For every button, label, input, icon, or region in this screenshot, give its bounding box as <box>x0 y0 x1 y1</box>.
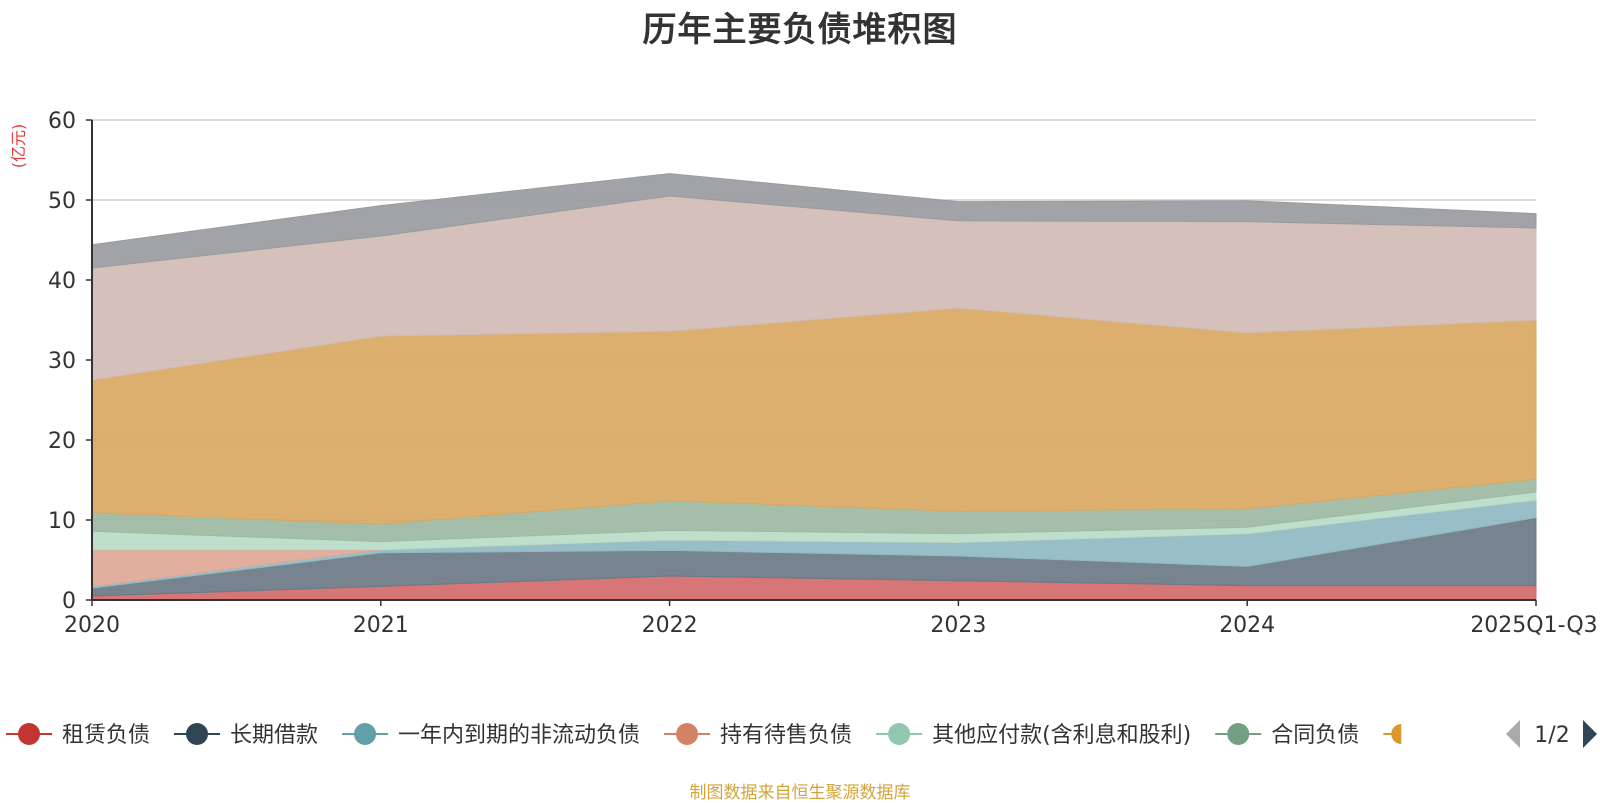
y-tick-label: 40 <box>48 269 76 294</box>
legend-label: 持有待售负债 <box>720 723 852 748</box>
legend-marker <box>888 723 911 745</box>
data-source-note: 制图数据来自恒生聚源数据库 <box>689 783 911 803</box>
area-series <box>91 173 1537 601</box>
legend-next-page-icon[interactable] <box>1583 720 1597 748</box>
y-tick-label: 60 <box>48 109 76 134</box>
y-tick-label: 50 <box>48 189 76 214</box>
x-tick-label: 2023 <box>930 613 986 638</box>
x-tick-label: 2020 <box>64 613 120 638</box>
legend-marker <box>18 723 40 745</box>
chart-title: 历年主要负债堆积图 <box>642 10 958 50</box>
x-tick-label: 2022 <box>642 613 698 638</box>
legend-label: 合同负债 <box>1271 723 1359 748</box>
legend-label: 一年内到期的非流动负债 <box>398 723 640 748</box>
legend-marker <box>186 723 209 745</box>
legend-item[interactable]: 长期借款 <box>174 723 318 748</box>
legend-item[interactable]: 租赁负债 <box>6 723 150 748</box>
x-tick-label: 2025Q1-Q3 <box>1470 613 1597 638</box>
y-tick-label: 0 <box>62 589 76 614</box>
legend-prev-page-icon[interactable] <box>1506 720 1520 748</box>
y-tick-label: 30 <box>48 349 76 374</box>
legend-marker <box>1391 724 1402 744</box>
x-tick-label: 2021 <box>353 613 409 638</box>
legend-item[interactable]: 其他应付款(含利息和股利) <box>876 723 1191 748</box>
legend-item-partial[interactable] <box>1383 724 1402 744</box>
x-tick-label: 2024 <box>1219 613 1275 638</box>
legend-item[interactable]: 持有待售负债 <box>664 723 852 748</box>
legend-label: 其他应付款(含利息和股利) <box>932 723 1191 748</box>
legend: 租赁负债 长期借款 一年内到期的非流动负债 持有待售负债 其他应付款(含利息和股利) 合同… <box>6 720 1597 748</box>
legend-item[interactable]: 一年内到期的非流动负债 <box>342 723 640 748</box>
legend-marker <box>676 723 699 745</box>
legend-item[interactable]: 合同负债 <box>1215 723 1359 748</box>
y-tick-label: 10 <box>48 509 76 534</box>
y-axis-unit: (亿元) <box>9 124 28 169</box>
legend-label: 长期借款 <box>230 723 318 748</box>
legend-marker <box>354 723 377 745</box>
legend-label: 租赁负债 <box>62 723 150 748</box>
axes: 0 10 20 30 40 50 60 (亿元) 2020 2021 2022 2023 2024 202… <box>9 109 1598 638</box>
legend-page-indicator: 1/2 <box>1534 723 1569 748</box>
area-应付票据 <box>91 173 1537 269</box>
legend-marker <box>1227 723 1250 745</box>
y-tick-label: 20 <box>48 429 76 454</box>
